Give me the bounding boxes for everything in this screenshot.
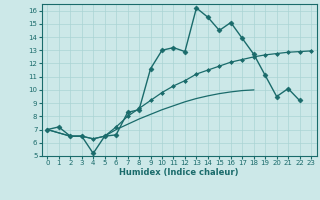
- X-axis label: Humidex (Indice chaleur): Humidex (Indice chaleur): [119, 168, 239, 177]
